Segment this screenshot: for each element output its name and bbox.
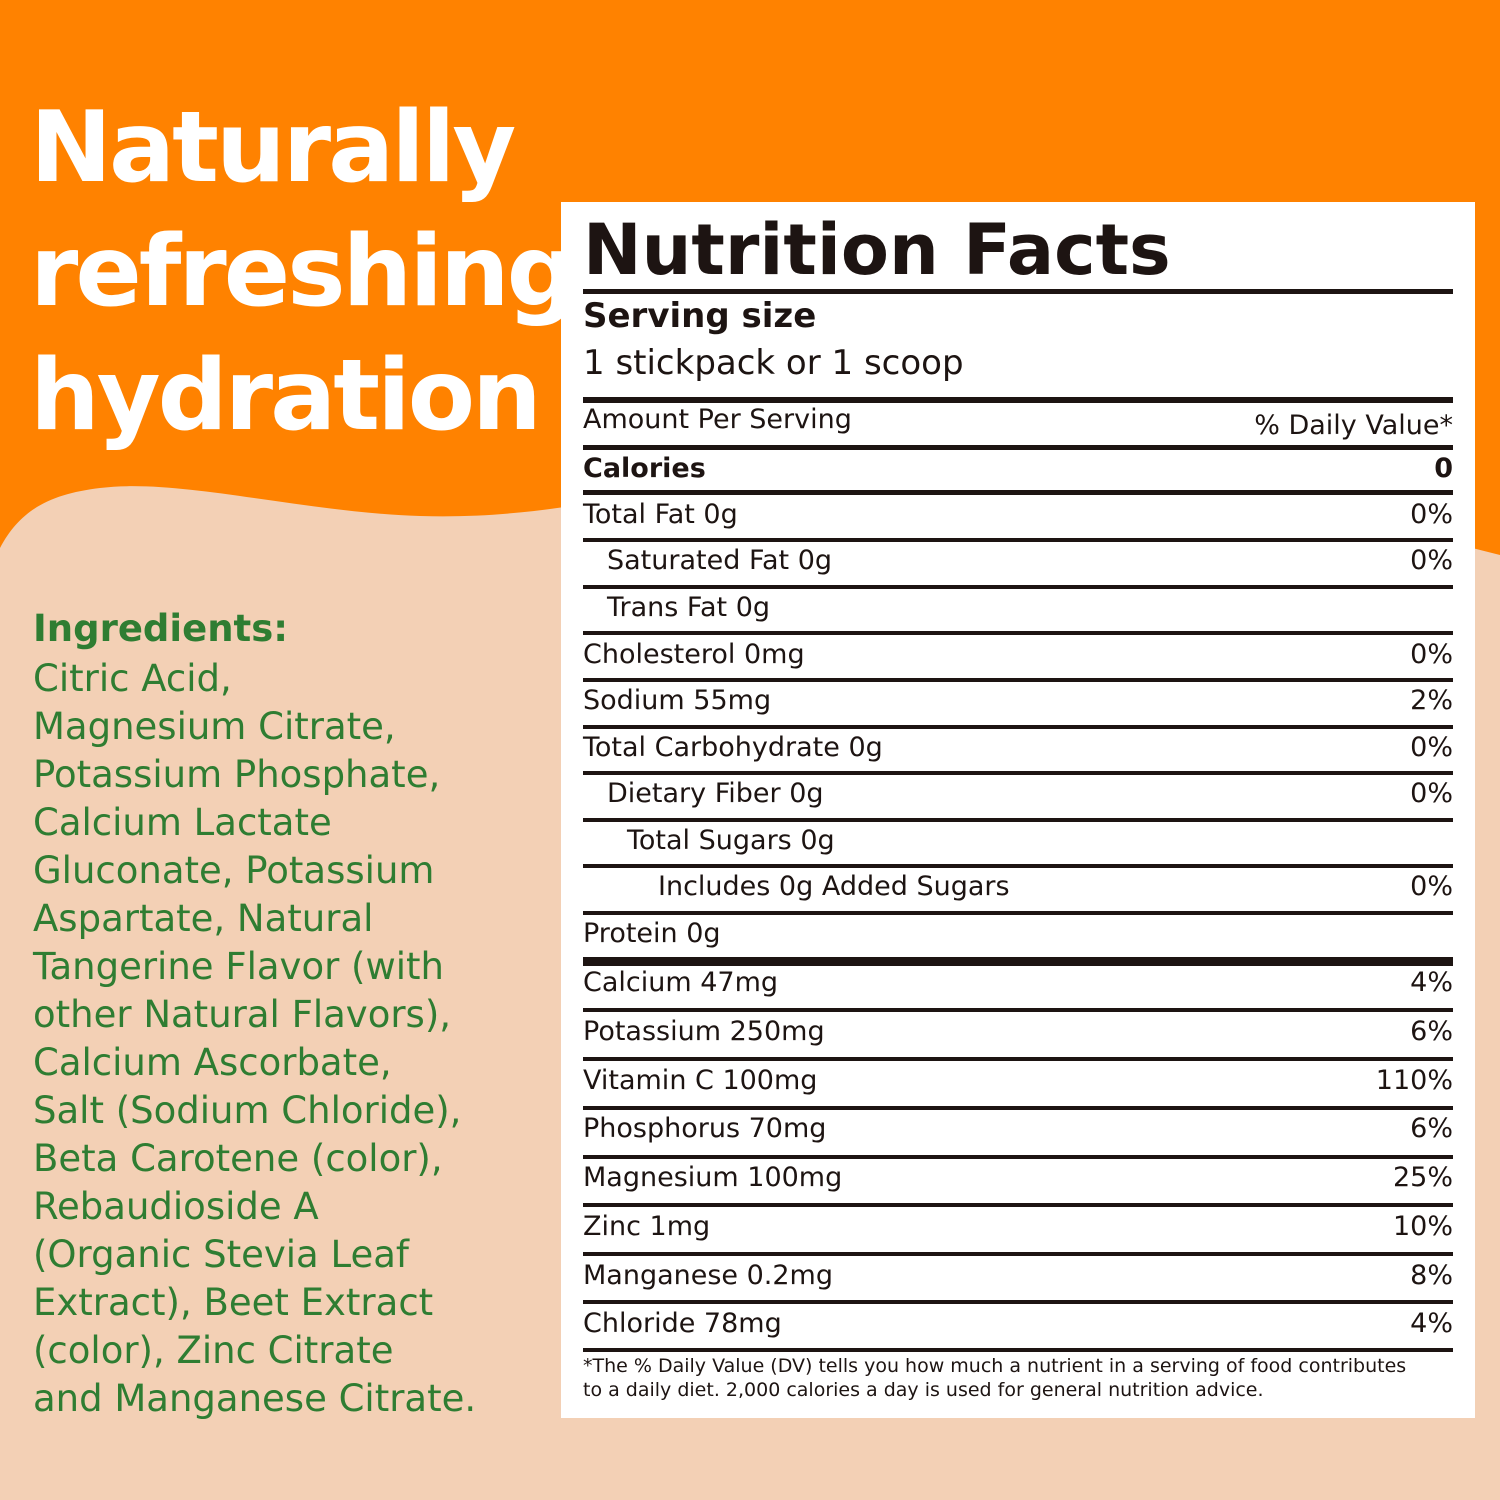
mineral-name: Potassium 250mg	[583, 1016, 825, 1047]
nutrient-dv: 0%	[1410, 778, 1453, 809]
nutrient-dv: 2%	[1410, 685, 1453, 716]
divider	[583, 289, 1453, 294]
footnote: *The % Daily Value (DV) tells you how mu…	[583, 1354, 1463, 1402]
divider	[583, 911, 1453, 915]
nutrient-dv: 0%	[1410, 545, 1453, 576]
ingredients-line: Salt (Sodium Chloride),	[33, 1089, 462, 1132]
nutrition-facts-panel: Nutrition Facts Serving size 1 stickpack…	[561, 202, 1475, 1418]
divider	[583, 1348, 1453, 1352]
nutrient-dv: 0%	[1410, 639, 1453, 670]
divider	[583, 397, 1453, 403]
ingredients-line: Extract), Beet Extract	[33, 1281, 434, 1324]
nutrient-name: Sodium 55mg	[583, 685, 772, 716]
divider	[583, 818, 1453, 822]
mineral-dv: 8%	[1410, 1260, 1453, 1291]
mineral-dv: 110%	[1375, 1065, 1453, 1096]
mineral-name: Manganese 0.2mg	[583, 1260, 834, 1291]
headline-line-3: hydration	[30, 339, 542, 453]
ingredients-line: Magnesium Citrate,	[33, 705, 396, 748]
mineral-name: Magnesium 100mg	[583, 1162, 843, 1193]
nutrient-name: Trans Fat 0g	[607, 592, 771, 623]
amount-per-serving-label: Amount Per Serving	[583, 404, 852, 435]
mineral-dv: 4%	[1410, 1308, 1453, 1339]
headline-line-1: Naturally	[30, 91, 516, 205]
nutrient-name: Dietary Fiber 0g	[607, 778, 824, 809]
ingredients-line: Beta Carotene (color),	[33, 1137, 443, 1180]
headline-line-2: refreshing	[30, 215, 577, 329]
calories-label: Calories	[583, 453, 706, 484]
mineral-dv: 10%	[1392, 1211, 1453, 1242]
mineral-name: Chloride 78mg	[583, 1308, 782, 1339]
divider	[583, 1057, 1453, 1061]
nutrient-name: Protein 0g	[583, 918, 721, 949]
nutrient-name: Cholesterol 0mg	[583, 639, 805, 670]
ingredients-line: Aspartate, Natural	[33, 897, 374, 940]
divider	[583, 538, 1453, 542]
ingredients-title: Ingredients:	[33, 607, 289, 650]
ingredients-block: Ingredients: Citric Acid, Magnesium Citr…	[33, 603, 553, 1423]
divider	[583, 585, 1453, 589]
ingredients-line: Rebaudioside A	[33, 1185, 319, 1228]
footnote-line: *The % Daily Value (DV) tells you how mu…	[583, 1355, 1407, 1377]
divider	[583, 1008, 1453, 1012]
ingredients-line: Calcium Ascorbate,	[33, 1041, 392, 1084]
ingredients-line: Tangerine Flavor (with	[33, 945, 444, 988]
divider	[583, 445, 1453, 450]
ingredients-list: Citric Acid, Magnesium Citrate, Potassiu…	[33, 655, 553, 1423]
divider	[583, 631, 1453, 635]
divider	[583, 771, 1453, 775]
mineral-name: Calcium 47mg	[583, 967, 779, 998]
divider	[583, 1155, 1453, 1159]
calories-value: 0	[1434, 453, 1453, 484]
ingredients-line: other Natural Flavors),	[33, 993, 452, 1036]
daily-value-header: % Daily Value*	[1254, 410, 1453, 441]
serving-size-value: 1 stickpack or 1 scoop	[583, 343, 964, 383]
mineral-dv: 6%	[1410, 1113, 1453, 1144]
nutrient-name: Total Carbohydrate 0g	[583, 732, 883, 763]
mineral-name: Phosphorus 70mg	[583, 1113, 827, 1144]
nutrient-name: Total Fat 0g	[583, 499, 738, 530]
headline: Naturally refreshing hydration	[30, 86, 577, 458]
mineral-dv: 25%	[1392, 1162, 1453, 1193]
serving-size-label: Serving size	[583, 296, 817, 336]
ingredients-line: Citric Acid,	[33, 657, 232, 700]
nutrient-dv: 0%	[1410, 871, 1453, 902]
mineral-dv: 6%	[1410, 1016, 1453, 1047]
divider	[583, 864, 1453, 868]
mineral-name: Vitamin C 100mg	[583, 1065, 818, 1096]
ingredients-line: (Organic Stevia Leaf	[33, 1233, 409, 1276]
ingredients-line: Potassium Phosphate,	[33, 753, 441, 796]
footnote-line: to a daily diet. 2,000 calories a day is…	[583, 1379, 1264, 1401]
nutrient-name: Includes 0g Added Sugars	[658, 871, 1010, 902]
divider	[583, 1300, 1453, 1304]
ingredients-line: Calcium Lactate	[33, 801, 332, 844]
ingredients-line: and Manganese Citrate.	[33, 1377, 477, 1420]
divider	[583, 1203, 1453, 1207]
ingredients-line: Gluconate, Potassium	[33, 849, 435, 892]
divider	[583, 725, 1453, 729]
mineral-dv: 4%	[1410, 967, 1453, 998]
nutrition-facts-title: Nutrition Facts	[583, 209, 1171, 291]
divider	[583, 490, 1453, 495]
thick-divider	[583, 957, 1453, 966]
divider	[583, 678, 1453, 682]
ingredients-line: (color), Zinc Citrate	[33, 1329, 394, 1372]
nutrient-dv: 0%	[1410, 732, 1453, 763]
mineral-name: Zinc 1mg	[583, 1211, 711, 1242]
divider	[583, 1106, 1453, 1110]
nutrient-name: Saturated Fat 0g	[607, 545, 833, 576]
nutrient-name: Total Sugars 0g	[627, 825, 835, 856]
divider	[583, 1252, 1453, 1256]
nutrient-dv: 0%	[1410, 499, 1453, 530]
